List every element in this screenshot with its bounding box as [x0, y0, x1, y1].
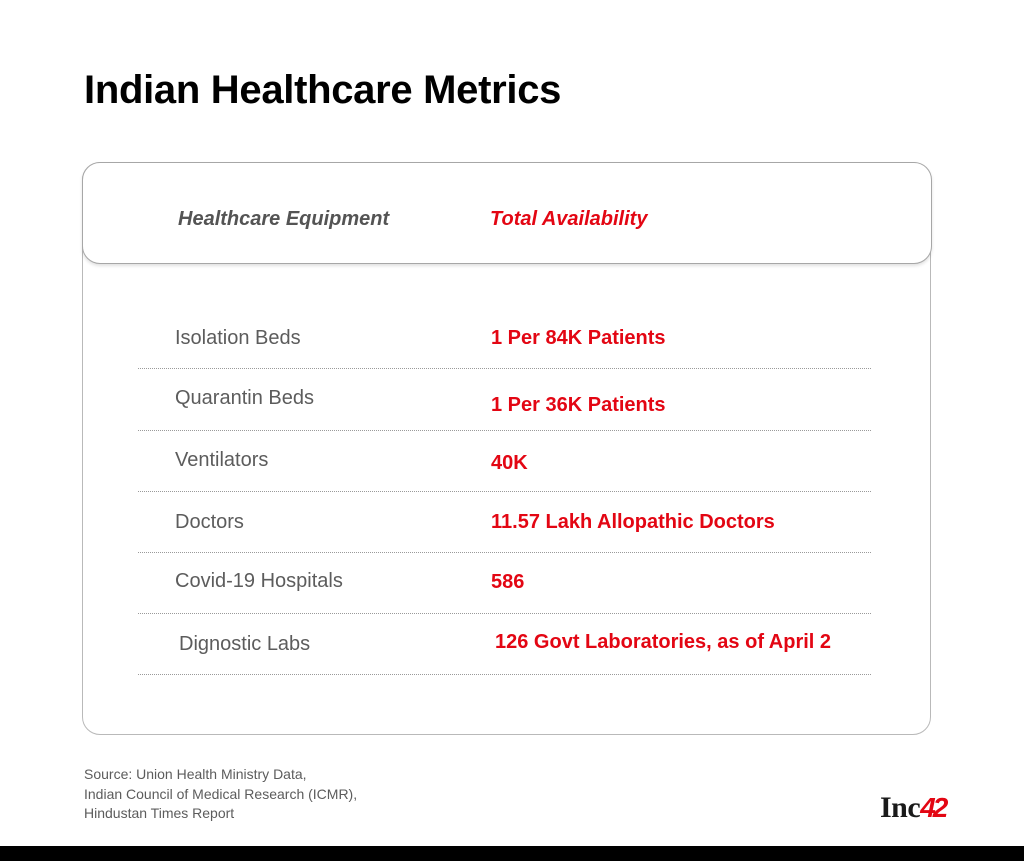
logo-wordmark: Inc: [880, 791, 921, 824]
row-label-diagnostic-labs: Dignostic Labs: [179, 633, 311, 655]
source-line: Source: Union Health Ministry Data,: [84, 766, 307, 782]
row-label-quarantine-beds: Quarantin Beds: [175, 387, 314, 409]
source-line: Hindustan Times Report: [84, 805, 235, 821]
row-label-isolation-beds: Isolation Beds: [175, 327, 301, 349]
row-value-ventilators: 40K: [491, 452, 528, 474]
row-label-covid-hospitals: Covid-19 Hospitals: [175, 570, 343, 592]
inc42-logo: Inc42: [880, 790, 948, 826]
source-note: Source: Union Health Ministry Data, Indi…: [84, 765, 357, 824]
bottom-bar: [0, 846, 1024, 861]
row-value-covid-hospitals: 586: [491, 571, 525, 593]
row-divider: [138, 552, 871, 553]
table-header: Healthcare Equipment Total Availability: [82, 162, 932, 264]
logo-number: 42: [920, 792, 948, 823]
row-divider: [138, 613, 871, 614]
row-divider: [138, 368, 871, 369]
row-value-isolation-beds: 1 Per 84K Patients: [491, 327, 666, 349]
row-label-ventilators: Ventilators: [175, 449, 269, 471]
row-label-doctors: Doctors: [175, 511, 244, 533]
page-title: Indian Healthcare Metrics: [84, 68, 562, 112]
row-divider: [138, 430, 871, 431]
row-value-diagnostic-labs: 126 Govt Laboratories, as of April 2: [495, 631, 832, 653]
row-divider: [138, 674, 871, 675]
row-value-quarantine-beds: 1 Per 36K Patients: [491, 394, 666, 416]
row-divider: [138, 491, 871, 492]
column-header-equipment: Healthcare Equipment: [178, 208, 390, 230]
column-header-availability: Total Availability: [490, 208, 648, 230]
source-line: Indian Council of Medical Research (ICMR…: [84, 785, 358, 802]
row-value-doctors: 11.57 Lakh Allopathic Doctors: [491, 511, 775, 533]
